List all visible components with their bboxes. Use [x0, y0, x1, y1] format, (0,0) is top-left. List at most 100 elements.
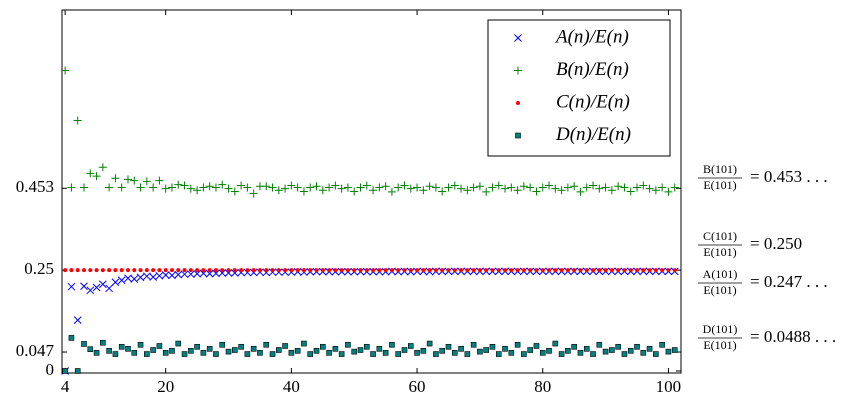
point: [111, 174, 120, 183]
point: [206, 345, 213, 352]
point: [521, 268, 526, 273]
point: [532, 187, 541, 196]
point: [318, 186, 327, 195]
point: [670, 183, 679, 192]
annotation-value: = 0.250: [750, 234, 802, 253]
point: [107, 268, 112, 273]
point: [452, 268, 457, 273]
point: [370, 351, 376, 357]
point: [557, 186, 566, 195]
point: [666, 268, 671, 273]
point: [539, 350, 546, 356]
point: [281, 184, 290, 193]
point: [149, 183, 158, 192]
point: [553, 268, 558, 273]
point: [396, 268, 401, 273]
point: [671, 347, 678, 353]
point: [620, 183, 629, 192]
point: [338, 351, 345, 357]
point: [306, 183, 315, 192]
point: [331, 181, 340, 190]
point: [591, 268, 596, 273]
x-tick-label: 20: [157, 377, 174, 396]
point: [351, 348, 358, 355]
point: [257, 350, 263, 356]
point: [144, 268, 149, 273]
point: [157, 268, 162, 273]
point: [552, 340, 559, 347]
point: [333, 268, 338, 273]
point: [519, 182, 528, 191]
point: [237, 181, 246, 190]
point: [495, 351, 502, 357]
point: [98, 280, 107, 289]
legend-marker: [514, 66, 522, 75]
point: [244, 351, 251, 357]
point: [188, 268, 193, 273]
point: [74, 368, 81, 374]
point: [420, 348, 427, 354]
point: [494, 181, 503, 190]
point: [596, 341, 603, 348]
point: [88, 268, 93, 273]
point: [312, 182, 321, 191]
point: [363, 343, 370, 350]
point: [169, 268, 174, 273]
point: [375, 183, 384, 192]
point: [301, 268, 306, 273]
point: [640, 350, 647, 356]
point: [80, 282, 88, 291]
point: [431, 183, 440, 192]
point: [149, 273, 157, 281]
point: [220, 268, 225, 273]
point: [471, 268, 476, 273]
point: [639, 181, 648, 190]
point: [563, 183, 572, 192]
point: [67, 183, 76, 192]
point: [538, 183, 547, 192]
point: [358, 268, 363, 273]
point: [362, 181, 371, 190]
point: [464, 351, 471, 357]
point: [281, 268, 289, 277]
point: [205, 182, 214, 191]
point: [382, 350, 389, 356]
point: [205, 269, 214, 278]
point: [446, 268, 451, 273]
point: [243, 183, 252, 192]
point: [67, 282, 76, 291]
point: [634, 343, 640, 350]
point: [118, 343, 125, 350]
point: [490, 268, 495, 273]
point: [180, 270, 189, 279]
point: [100, 268, 105, 273]
point: [547, 268, 552, 273]
point: [81, 268, 86, 273]
annotation-value: = 0.0488 . . .: [750, 327, 836, 346]
point: [138, 268, 143, 273]
point: [590, 351, 596, 357]
point: [513, 186, 522, 195]
point: [507, 183, 516, 192]
point: [264, 268, 269, 273]
point: [175, 340, 182, 347]
point: [527, 347, 533, 353]
point: [389, 268, 394, 273]
point: [345, 341, 351, 348]
point: [199, 183, 208, 192]
point: [626, 187, 635, 196]
point: [469, 183, 478, 192]
point: [161, 184, 170, 193]
point: [595, 184, 604, 193]
point: [577, 350, 584, 356]
point: [440, 268, 445, 273]
point: [211, 183, 220, 192]
legend-marker: [514, 34, 522, 42]
point: [94, 268, 99, 273]
point: [86, 169, 95, 178]
point: [602, 348, 609, 355]
point: [628, 268, 633, 273]
point: [81, 341, 87, 347]
point: [155, 176, 164, 185]
point: [402, 268, 407, 273]
